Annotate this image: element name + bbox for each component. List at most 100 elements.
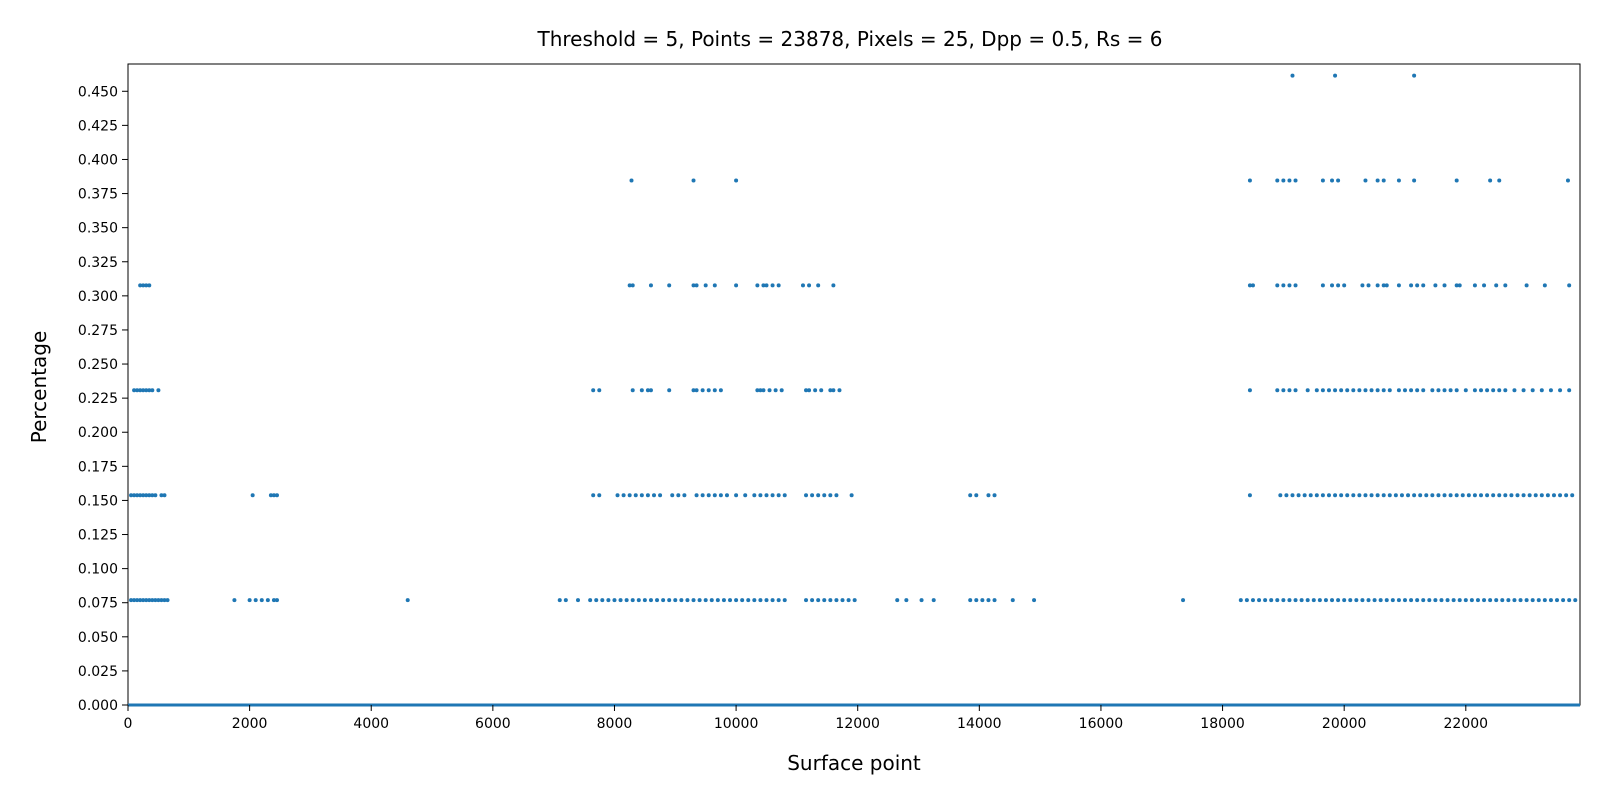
scatter-point	[135, 493, 140, 498]
scatter-point	[268, 493, 273, 498]
y-tick-label: 0.200	[78, 425, 118, 441]
scatter-point	[1287, 598, 1292, 603]
scatter-point	[776, 493, 781, 498]
scatter-point	[1381, 178, 1386, 183]
scatter-point	[819, 388, 824, 393]
scatter-point	[1475, 598, 1480, 603]
scatter-point	[828, 493, 833, 498]
scatter-point	[274, 598, 279, 603]
scatter-point	[129, 493, 134, 498]
scatter-point	[1275, 178, 1280, 183]
scatter-point	[1326, 388, 1331, 393]
scatter-point	[667, 388, 672, 393]
scatter-point	[986, 598, 991, 603]
scatter-point	[630, 598, 635, 603]
scatter-point	[165, 598, 170, 603]
y-tick-label: 0.075	[78, 596, 118, 612]
scatter-point	[1351, 388, 1356, 393]
scatter-point	[150, 388, 155, 393]
scatter-point	[1281, 598, 1286, 603]
scatter-point	[1333, 493, 1338, 498]
scatter-point	[1333, 73, 1338, 78]
x-axis-label: Surface point	[787, 751, 921, 775]
scatter-point	[1451, 598, 1456, 603]
scatter-point	[1238, 598, 1243, 603]
scatter-point	[712, 283, 717, 288]
scatter-point	[1250, 283, 1255, 288]
scatter-point	[1530, 598, 1535, 603]
scatter-point	[1290, 493, 1295, 498]
scatter-point	[706, 388, 711, 393]
scatter-point	[804, 388, 809, 393]
y-tick-label: 0.100	[78, 562, 118, 578]
scatter-point	[1485, 493, 1490, 498]
scatter-point	[1320, 178, 1325, 183]
scatter-point	[1342, 598, 1347, 603]
y-tick-label: 0.025	[78, 664, 118, 680]
scatter-point	[831, 388, 836, 393]
scatter-point	[700, 388, 705, 393]
scatter-point	[1393, 493, 1398, 498]
scatter-point	[1457, 283, 1462, 288]
scatter-point	[807, 388, 812, 393]
scatter-point	[153, 598, 158, 603]
y-tick-label: 0.250	[78, 357, 118, 373]
y-tick-label: 0.175	[78, 459, 118, 475]
scatter-point	[1363, 178, 1368, 183]
scatter-point	[1402, 388, 1407, 393]
scatter-point	[758, 493, 763, 498]
scatter-point	[992, 493, 997, 498]
y-tick-label: 0.050	[78, 630, 118, 646]
scatter-point	[1558, 388, 1563, 393]
scatter-point	[968, 598, 973, 603]
scatter-point	[1472, 283, 1477, 288]
scatter-point	[782, 493, 787, 498]
scatter-point	[1479, 493, 1484, 498]
scatter-point	[661, 598, 666, 603]
scatter-point	[837, 388, 842, 393]
scatter-point	[1302, 493, 1307, 498]
scatter-point	[135, 388, 140, 393]
scatter-point	[667, 283, 672, 288]
scatter-point	[1433, 283, 1438, 288]
scatter-point	[651, 493, 656, 498]
scatter-point	[1351, 493, 1356, 498]
scatter-point	[1424, 493, 1429, 498]
scatter-point	[648, 283, 653, 288]
scatter-point	[770, 598, 775, 603]
scatter-point	[265, 598, 270, 603]
scatter-point	[761, 283, 766, 288]
scatter-point	[1439, 598, 1444, 603]
scatter-point	[1345, 388, 1350, 393]
scatter-point	[597, 388, 602, 393]
scatter-point	[162, 493, 167, 498]
scatter-point	[1387, 388, 1392, 393]
scatter-point	[591, 493, 596, 498]
scatter-point	[138, 283, 143, 288]
scatter-point	[743, 493, 748, 498]
scatter-point	[594, 598, 599, 603]
scatter-point	[1308, 493, 1313, 498]
scatter-point	[141, 493, 146, 498]
scatter-point	[1415, 283, 1420, 288]
scatter-point	[1247, 493, 1252, 498]
scatter-point	[1497, 493, 1502, 498]
scatter-point	[734, 178, 739, 183]
scatter-point	[1375, 283, 1380, 288]
scatter-point	[1542, 283, 1547, 288]
scatter-point	[1299, 598, 1304, 603]
scatter-point	[1345, 493, 1350, 498]
scatter-point	[667, 598, 672, 603]
scatter-point	[700, 493, 705, 498]
scatter-point	[767, 388, 772, 393]
scatter-point	[670, 493, 675, 498]
scatter-point	[776, 283, 781, 288]
scatter-point	[271, 598, 276, 603]
scatter-point	[1482, 283, 1487, 288]
scatter-point	[776, 598, 781, 603]
x-tick-label: 0	[124, 716, 133, 732]
scatter-point	[1545, 493, 1550, 498]
scatter-point	[642, 598, 647, 603]
scatter-point	[1433, 598, 1438, 603]
